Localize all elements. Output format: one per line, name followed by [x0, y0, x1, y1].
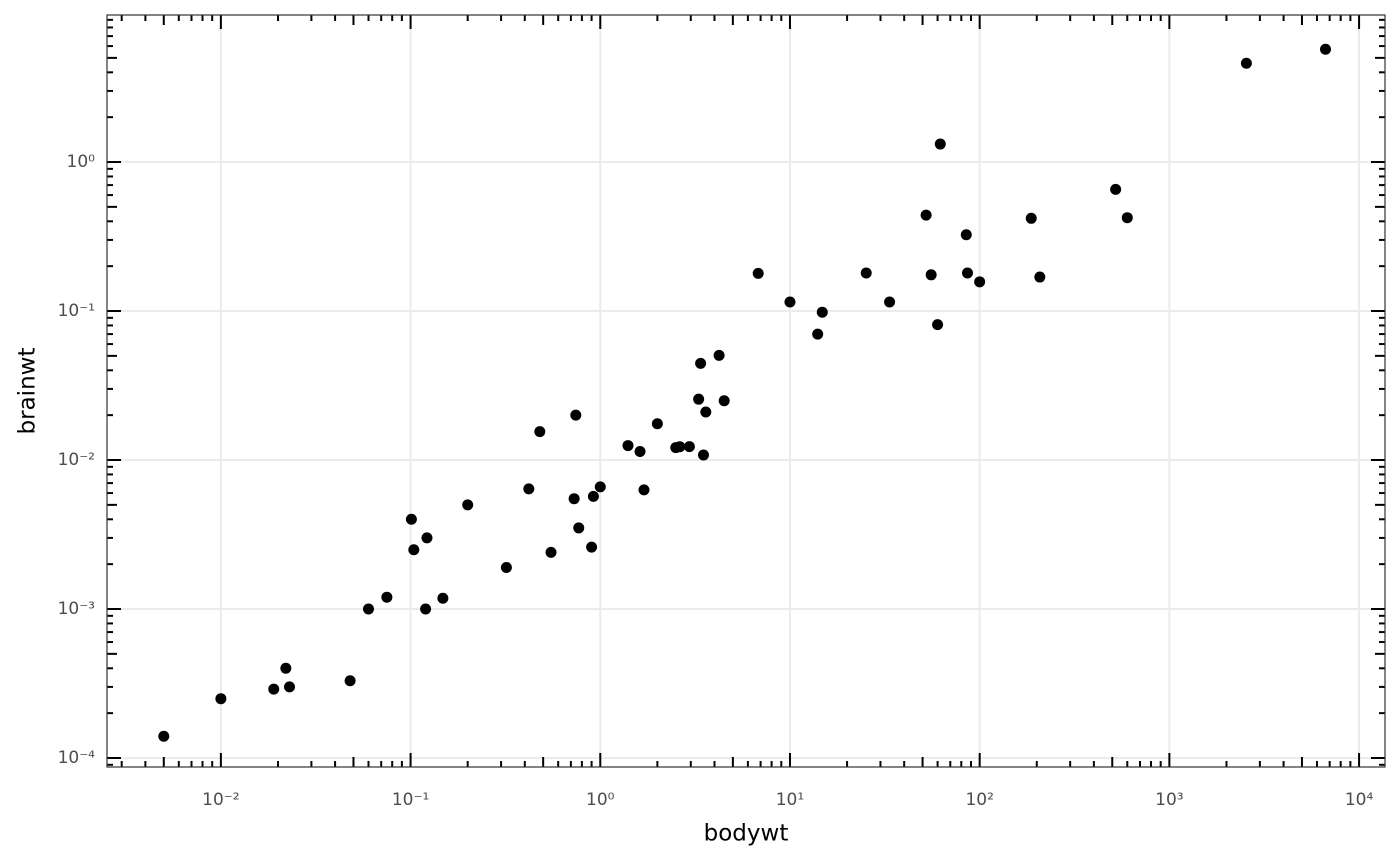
y-tick-label: 10⁻³ — [58, 599, 95, 619]
point — [925, 269, 937, 281]
point — [974, 276, 986, 288]
panel-border — [106, 14, 1386, 768]
point — [622, 440, 634, 452]
point — [362, 603, 374, 615]
point — [594, 481, 606, 493]
x-tick-label: 10¹ — [776, 790, 804, 810]
x-axis-title: bodywt — [704, 821, 789, 847]
point — [693, 393, 705, 405]
y-tick-label: 10⁻⁴ — [58, 748, 96, 768]
point — [280, 662, 292, 674]
point — [500, 561, 512, 573]
point — [920, 209, 932, 221]
point — [683, 441, 695, 453]
point — [638, 484, 650, 496]
x-tick-label: 10³ — [1155, 790, 1183, 810]
point — [462, 499, 474, 511]
point — [784, 296, 796, 308]
point — [570, 409, 582, 421]
point — [718, 395, 730, 407]
plot-background — [107, 15, 1385, 767]
point — [932, 319, 944, 331]
point — [215, 693, 227, 705]
point — [545, 546, 557, 558]
point — [568, 493, 580, 505]
point — [634, 446, 646, 458]
point — [1034, 271, 1046, 283]
point — [934, 138, 946, 150]
point — [268, 683, 280, 695]
point — [405, 513, 417, 525]
point — [961, 267, 973, 279]
point — [816, 306, 828, 318]
point — [523, 483, 535, 495]
point — [283, 681, 295, 693]
x-tick-label: 10⁻² — [202, 790, 239, 810]
point — [587, 490, 599, 502]
point — [534, 426, 546, 438]
y-tick-label: 10⁻² — [58, 450, 95, 470]
point — [960, 229, 972, 241]
point — [695, 357, 707, 369]
point — [752, 267, 764, 279]
point — [1240, 57, 1252, 69]
point — [1121, 212, 1133, 224]
point — [697, 449, 709, 461]
point — [713, 349, 725, 361]
point — [1110, 183, 1122, 195]
point — [573, 522, 585, 534]
x-tick-label: 10² — [965, 790, 993, 810]
point — [1320, 43, 1332, 55]
point — [586, 541, 598, 553]
point — [674, 441, 686, 453]
point — [381, 591, 393, 603]
x-tick-label: 10⁻¹ — [392, 790, 429, 810]
x-tick-label: 10⁴ — [1345, 790, 1374, 810]
y-tick-label: 10⁻¹ — [58, 301, 95, 321]
y-axis-title: brainwt — [15, 348, 41, 435]
point — [812, 328, 824, 340]
x-tick-label: 10⁰ — [586, 790, 615, 810]
point — [421, 532, 433, 544]
point — [344, 675, 356, 687]
point — [1025, 212, 1037, 224]
point — [420, 603, 432, 615]
y-tick-label: 10⁰ — [67, 152, 96, 172]
point — [408, 544, 420, 556]
point — [437, 592, 449, 604]
point — [884, 296, 896, 308]
point — [700, 406, 712, 418]
point — [651, 418, 663, 430]
point — [158, 730, 170, 742]
point — [860, 267, 872, 279]
